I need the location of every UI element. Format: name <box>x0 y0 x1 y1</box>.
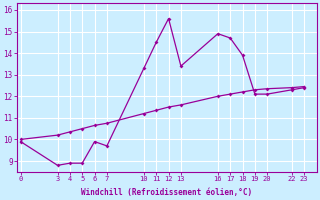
X-axis label: Windchill (Refroidissement éolien,°C): Windchill (Refroidissement éolien,°C) <box>81 188 252 197</box>
